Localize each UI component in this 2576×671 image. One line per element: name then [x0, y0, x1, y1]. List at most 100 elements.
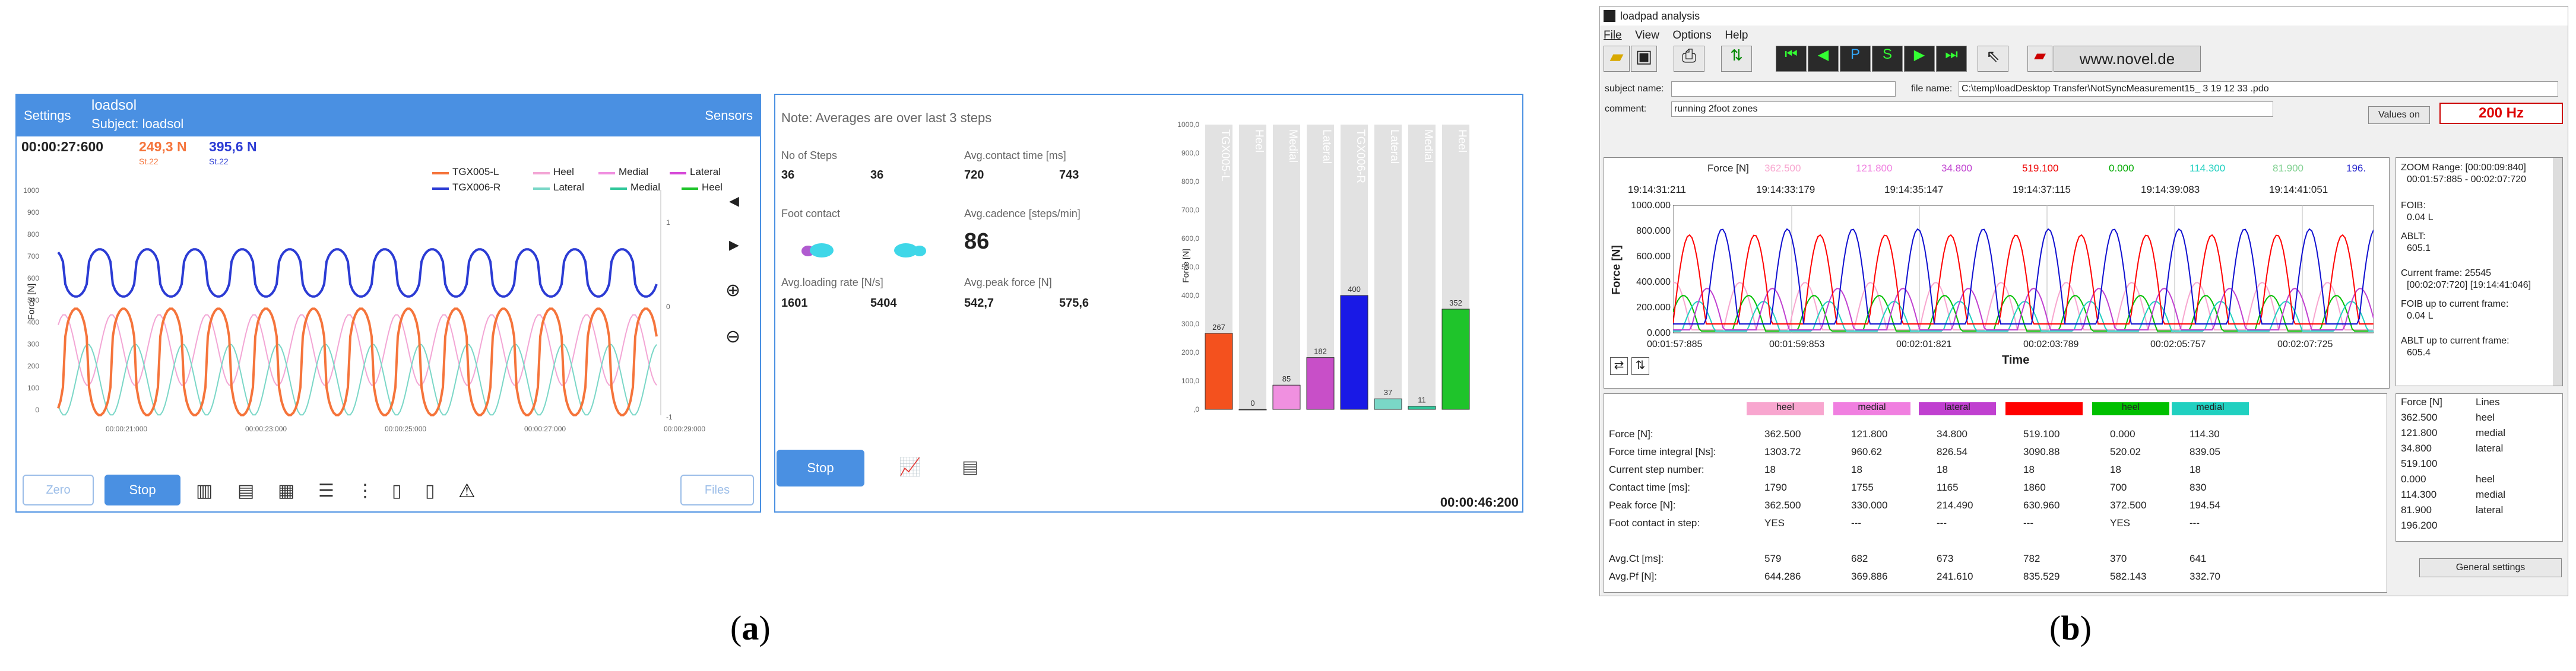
row-label: Contact time [ms]:: [1609, 482, 1690, 493]
foib-value: 0.04 L: [2407, 212, 2434, 222]
zoom-out-icon[interactable]: ⊖: [725, 327, 741, 346]
row-label: Avg.Pf [N]:: [1609, 571, 1657, 582]
subject-field[interactable]: [1671, 81, 1896, 97]
row-label: Avg.Ct [ms]:: [1609, 553, 1664, 564]
time-tick: 19:14:41:051: [2269, 184, 2328, 195]
left-force-readout: 249,3 N: [139, 139, 187, 154]
scroll-left-icon[interactable]: ◀: [729, 193, 739, 208]
sensors-button[interactable]: Sensors: [705, 108, 753, 123]
checklist-icon[interactable]: ⋮: [356, 481, 374, 501]
record-icon[interactable]: ▰: [2027, 46, 2052, 72]
files-button[interactable]: Files: [680, 475, 754, 505]
file-label: file name:: [1911, 84, 1953, 94]
zoom-in-icon[interactable]: ⊕: [725, 281, 741, 300]
subject-label: subject name:: [1605, 84, 1664, 94]
bar-value-label: 0: [1250, 399, 1254, 408]
bar-value-label: 267: [1212, 323, 1225, 332]
scrollbar[interactable]: [2553, 158, 2562, 386]
peak-left: 542,7: [964, 297, 994, 310]
table-cell: 18: [2110, 464, 2121, 475]
menu-options[interactable]: Options: [1672, 29, 1712, 42]
bar-y-tick: 500,0: [1181, 263, 1199, 271]
cursor-icon[interactable]: ⇖: [1978, 46, 2008, 72]
y-ticks: 1000 900 800 700 600 500 400 300 200 100…: [23, 186, 39, 414]
bar-y-tick: 900,0: [1181, 149, 1199, 157]
bar-value-label: 400: [1348, 285, 1361, 294]
document-icon[interactable]: ▯: [425, 481, 435, 501]
left-total-trace: [1673, 234, 2374, 325]
stop-button[interactable]: Stop: [777, 450, 864, 486]
force-time-plot: Force [N] 362.500 121.800 34.800 519.100…: [1604, 157, 2390, 389]
menu-view[interactable]: View: [1635, 29, 1659, 42]
file-field[interactable]: C:\temp\loadDesktop Transfer\NotSyncMeas…: [1959, 81, 2558, 97]
file-info: subject name: file name: C:\temp\loadDes…: [1600, 79, 2568, 126]
side-table-cell: 0.000: [2401, 473, 2426, 485]
scroll-right-icon[interactable]: ▶: [729, 237, 739, 252]
foib-up-label: FOIB up to current frame:: [2401, 299, 2509, 309]
side-table-cell: 34.800: [2401, 443, 2432, 454]
bar-background: [1408, 125, 1436, 409]
ablt-value: 605.1: [2407, 243, 2431, 253]
x-tick: 00:00:27:000: [524, 425, 566, 433]
table-cell: 34.800: [1937, 428, 1967, 440]
settings-button[interactable]: Settings: [24, 108, 71, 123]
time-tick: 19:14:33:179: [1756, 184, 1815, 195]
general-settings-button[interactable]: General settings: [2419, 558, 2562, 577]
table-cell: 673: [1937, 553, 1954, 564]
comment-label: comment:: [1605, 104, 1647, 114]
menu-help[interactable]: Help: [1725, 29, 1748, 42]
frame-end-icon[interactable]: ⏭: [1936, 46, 1967, 72]
table-cell: 1790: [1764, 482, 1787, 493]
open-folder-icon[interactable]: ▰: [1604, 46, 1630, 72]
elapsed-time: 00:00:27:600: [21, 139, 104, 154]
values-on-button[interactable]: Values on: [2368, 106, 2430, 124]
peak-right: 575,6: [1059, 297, 1089, 310]
menu-bar: File View Options Help: [1604, 29, 1758, 44]
stop-button[interactable]: Stop: [104, 475, 180, 505]
cadence-label: Avg.cadence [steps/min]: [964, 208, 1081, 220]
summary-icon[interactable]: ▤: [962, 457, 979, 477]
zoom-info-panel: ZOOM Range: [00:00:09:840] 00:01:57:885 …: [2396, 157, 2563, 386]
bar-value-label: 85: [1282, 374, 1291, 383]
line-chart-icon[interactable]: 📈: [899, 457, 921, 477]
y2-tick: 0: [666, 303, 670, 311]
table-cell: 369.886: [1851, 571, 1888, 582]
comment-field[interactable]: running 2foot zones: [1671, 101, 2273, 117]
current-frame-time: [00:02:07:720] [19:14:41:046]: [2407, 280, 2531, 290]
novel-link[interactable]: www.novel.de: [2054, 46, 2201, 72]
frame-back-icon[interactable]: ◀: [1808, 46, 1839, 72]
frame-forward-icon[interactable]: ▶: [1904, 46, 1935, 72]
steps-left: 36: [781, 168, 795, 182]
x-tick: 00:02:01:821: [1896, 339, 1952, 349]
bar-chart-icon[interactable]: ▥: [196, 481, 213, 501]
table-cell: 332.70: [2190, 571, 2220, 582]
zero-button[interactable]: Zero: [23, 475, 94, 505]
report-icon[interactable]: ▦: [278, 481, 295, 501]
swap-icon[interactable]: ⇄: [1610, 357, 1628, 375]
sort-icon[interactable]: ⇅: [1631, 357, 1649, 375]
save-icon[interactable]: ▣: [1631, 46, 1657, 72]
contact-label: Avg.contact time [ms]: [964, 150, 1066, 161]
print-icon[interactable]: ⎙: [1674, 46, 1704, 72]
summary-icon[interactable]: ▤: [237, 481, 255, 501]
bar-category-label: Heel: [1253, 129, 1265, 152]
app-header: Settings loadsol Subject: loadsol Sensor…: [17, 95, 760, 136]
table-cell: 3090.88: [2023, 446, 2060, 457]
lateral-series-line: [58, 344, 657, 416]
menu-file[interactable]: File: [1604, 29, 1622, 42]
title-bar: loadpad analysis: [1600, 7, 2568, 26]
list-icon[interactable]: ☰: [318, 481, 334, 501]
zoom-range-values: 00:01:57:885 - 00:02:07:720: [2407, 174, 2527, 185]
file-icon[interactable]: ▯: [392, 481, 402, 501]
medial-trace: [1673, 300, 2374, 332]
table-cell: 960.62: [1851, 446, 1882, 457]
sync-icon[interactable]: ⇅: [1721, 46, 1752, 72]
warning-icon[interactable]: ⚠: [458, 480, 476, 501]
stop-icon[interactable]: S: [1872, 46, 1903, 72]
frame-start-icon[interactable]: ⏮: [1776, 46, 1807, 72]
force-value: 0.000: [2109, 163, 2134, 174]
row-label: Peak force [N]:: [1609, 500, 1676, 511]
play-icon[interactable]: P: [1840, 46, 1871, 72]
side-column-header: Lines: [2476, 396, 2500, 408]
side-table-cell: lateral: [2476, 504, 2504, 516]
